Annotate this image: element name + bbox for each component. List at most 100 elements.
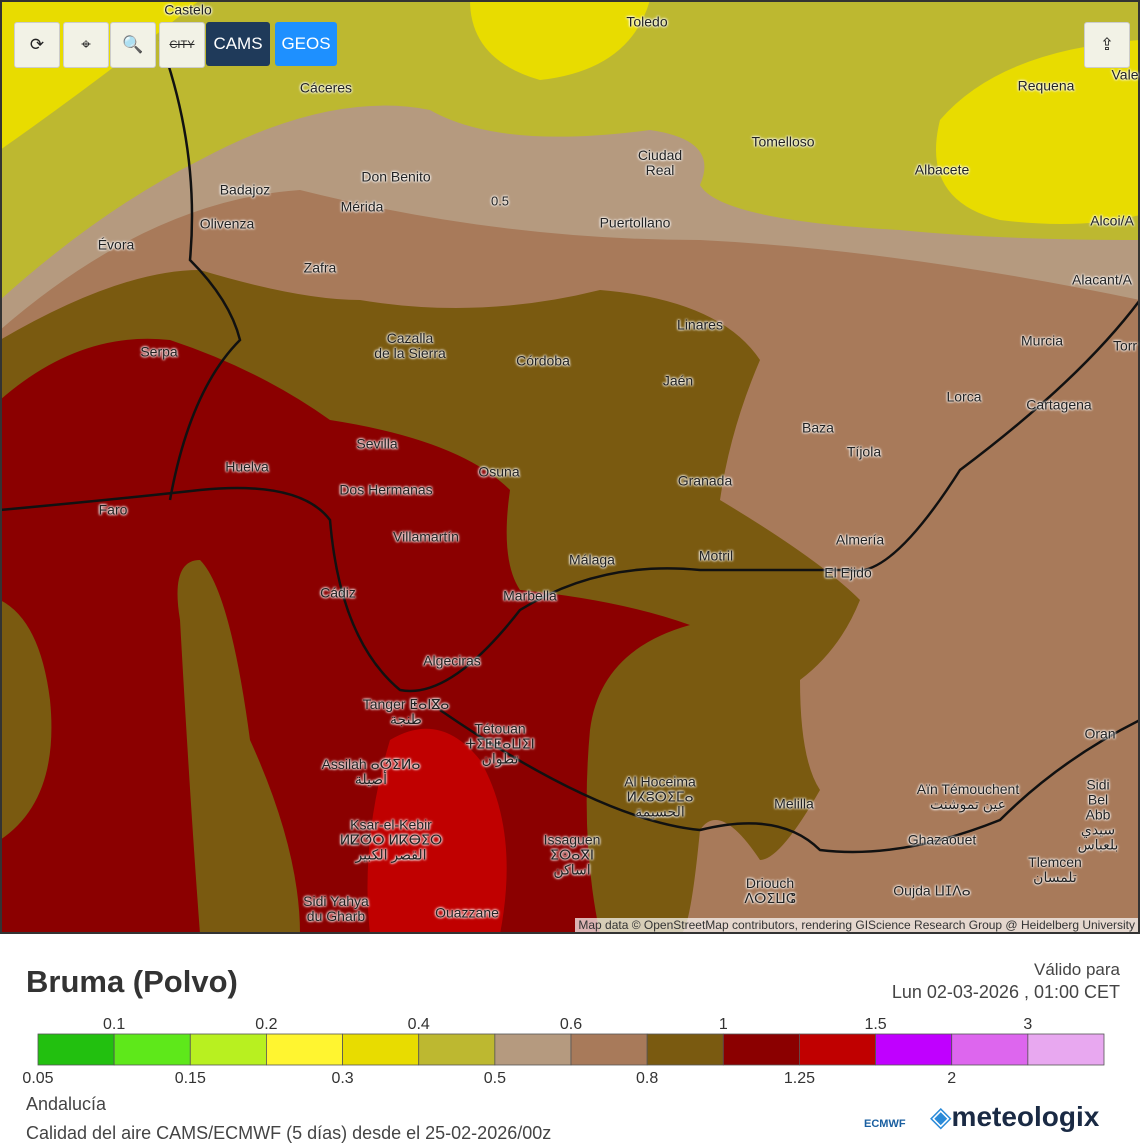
brand-icon: ◈: [930, 1101, 952, 1132]
valid-time: Lun 02-03-2026 , 01:00 CET: [891, 982, 1120, 1002]
attribution: Map data © OpenStreetMap contributors, r…: [575, 918, 1138, 932]
color-box: [113, 1033, 191, 1066]
color-box: [570, 1033, 648, 1066]
city-label: Algeciras: [423, 652, 481, 669]
city-label: El Ejido: [824, 564, 872, 581]
color-box: [722, 1033, 800, 1066]
color-box: [951, 1033, 1029, 1066]
city-label: Puertollano: [599, 214, 671, 231]
city-label: Zafra: [303, 259, 337, 276]
city-label: Oran: [1084, 725, 1116, 742]
city-label: Faro: [98, 501, 128, 518]
geos-button[interactable]: GEOS: [275, 22, 337, 66]
color-box: [875, 1033, 953, 1066]
city-label: Alcoi/A: [1090, 212, 1134, 229]
map: 0.5 Castelo Toledo Cáceres Requena Vale Tomel…: [0, 0, 1140, 934]
cams-button[interactable]: CAMS: [206, 22, 270, 66]
city-label: Ciudad Real: [637, 147, 683, 178]
top-label: 1: [719, 1016, 728, 1033]
area-olive-brown: [0, 600, 52, 840]
top-label: 1.5: [864, 1016, 886, 1033]
city-label: Cáceres: [299, 79, 353, 96]
city-label: Málaga: [569, 551, 615, 568]
color-box: [189, 1033, 267, 1066]
top-label: 3: [1023, 1016, 1032, 1033]
city-label: Oujda ⵡⵊⴷⴰ: [893, 882, 971, 899]
brand-logo: ◈meteologix: [930, 1100, 1099, 1133]
refresh-button[interactable]: ⟳: [14, 22, 60, 68]
city-label: Serpa: [140, 343, 178, 360]
top-label: 0.4: [408, 1016, 430, 1033]
contour-label: 0.5: [490, 193, 510, 209]
location-button[interactable]: ⌖: [63, 22, 109, 68]
city-label: Ouazzane: [435, 904, 499, 921]
valid-label: Válido para: [1033, 960, 1120, 979]
city-label: Ksar-el-Kebir ⵍⵇⵚⵔ ⵍⴽⴱⵉⵔ القصر الكبير: [339, 816, 443, 863]
city-label: Mérida: [340, 198, 384, 215]
bottom-label: 2: [947, 1070, 956, 1087]
city-label: Driouch ⴷⵔⵉⵡⵛ: [744, 875, 796, 906]
city-label: Aïn Témouchent عين تموشنت: [916, 781, 1020, 812]
color-box: [37, 1033, 115, 1066]
city-label: Sevilla: [356, 435, 398, 452]
color-box: [342, 1033, 420, 1066]
city-label: Motril: [698, 547, 734, 564]
map-layers: [0, 0, 1140, 934]
city-label: Murcia: [1020, 332, 1064, 349]
city-label: Cartagena: [1026, 396, 1092, 413]
city-label: Tlemcen تلمسان: [1028, 854, 1082, 885]
city-label: Villamartín: [393, 528, 459, 545]
city-label: Albacete: [914, 161, 970, 178]
city-label: Dos Hermanas: [339, 481, 433, 498]
color-box: [799, 1033, 876, 1066]
bottom-label: 0.15: [175, 1070, 206, 1087]
city-label: Cádiz: [320, 584, 356, 601]
brand-name: meteologix: [951, 1101, 1100, 1132]
top-label: 0.2: [255, 1016, 277, 1033]
zoom-button[interactable]: 🔍: [110, 22, 156, 68]
source: Calidad del aire CAMS/ECMWF (5 días) des…: [26, 1123, 552, 1143]
city-label: Tomelloso: [751, 133, 815, 150]
city-label: Alacant/A: [1072, 271, 1132, 288]
legend-title: Bruma (Polvo): [26, 964, 238, 999]
city-label: Don Benito: [361, 168, 431, 185]
color-box: [494, 1033, 572, 1066]
city-label: Torr: [1112, 337, 1138, 354]
city-label: Granada: [677, 472, 733, 489]
city-label: Toledo: [626, 13, 668, 30]
top-label: 0.1: [103, 1016, 125, 1033]
city-label: Jaén: [662, 372, 694, 389]
map-frame: [0, 0, 1140, 934]
city-toggle[interactable]: CITY: [159, 22, 205, 68]
ecmwf-logo: ECMWF: [864, 1118, 906, 1130]
city-label: Olivenza: [199, 215, 255, 232]
city-label: Vale: [1111, 66, 1139, 83]
city-label: Osuna: [478, 463, 520, 480]
bottom-label: 1.25: [784, 1070, 815, 1087]
area-yellow: [470, 0, 650, 80]
color-box: [646, 1033, 724, 1066]
borders-roads: [0, 39, 1140, 854]
share-button[interactable]: ⇪: [1084, 22, 1130, 68]
city-label: Al Hoceima ⵍⵃⵓⵙⵉⵎⴰ الحسيمة: [624, 773, 696, 820]
color-box: [266, 1033, 343, 1066]
bottom-label: 0.5: [484, 1070, 506, 1087]
area-red: [367, 728, 507, 934]
area-yellow: [936, 40, 1140, 224]
color-box: [418, 1033, 496, 1066]
color-box: [1027, 1033, 1105, 1066]
top-label: 0.6: [560, 1016, 582, 1033]
city-label: Linares: [677, 316, 723, 333]
city-label: Badajoz: [219, 181, 271, 198]
city-label: Ghazaouet: [907, 831, 977, 848]
bottom-label: 0.3: [331, 1070, 353, 1087]
city-label: Sidi Bel Abb سيدي بلعباس: [1077, 776, 1119, 853]
city-label: Baza: [802, 419, 834, 436]
city-label: Córdoba: [516, 352, 570, 369]
city-label: Tétouan ⵜⵉⵟⵟⴰⵡⵉⵏ تطوان: [465, 720, 535, 767]
city-label: Marbella: [503, 587, 557, 604]
city-label: Sidi Yahya du Gharb: [303, 893, 369, 924]
city-label: Assilah ⴰⵚⵉⵍⴰ أصيلة: [321, 756, 421, 787]
region: Andalucía: [26, 1094, 107, 1114]
